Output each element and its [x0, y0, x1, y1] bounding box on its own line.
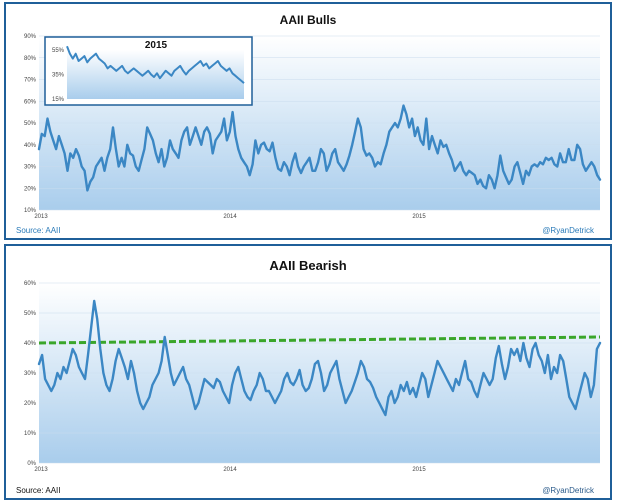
chart-title: AAII Bulls	[280, 13, 337, 27]
source-label: Source: AAII	[16, 226, 60, 235]
y-tick-label: 60%	[24, 281, 37, 287]
y-tick-label: 30%	[24, 371, 37, 377]
x-tick-label: 2015	[412, 214, 426, 220]
credit-label: @RyanDetrick	[542, 226, 595, 235]
y-tick-label: 0%	[27, 461, 36, 467]
y-tick-label: 40%	[24, 143, 37, 149]
y-tick-label: 80%	[24, 56, 37, 62]
inset-y-tick-label: 55%	[52, 48, 65, 54]
x-tick-label: 2015	[412, 467, 426, 473]
bulls-chart: 10% 20% 30% 40% 50% 60% 70% 80% 90% 2013 2014 2015 A…	[16, 13, 602, 235]
series-line	[37, 104, 602, 192]
inset-y-tick-label: 15%	[52, 97, 65, 103]
chart-title: AAII Bearish	[269, 258, 346, 273]
inset-series-line	[66, 45, 245, 84]
y-tick-label: 20%	[24, 401, 37, 407]
y-tick-label: 90%	[24, 34, 37, 40]
bears-panel: 0% 10% 20% 30% 40% 50% 60% 2013 2014 2015 AAII Bea…	[4, 244, 612, 500]
y-tick-label: 70%	[24, 78, 37, 84]
x-tick-label: 2013	[34, 467, 48, 473]
credit-label: @RyanDetrick	[542, 486, 595, 495]
x-tick-label: 2014	[223, 214, 237, 220]
y-tick-label: 30%	[24, 165, 37, 171]
x-tick-label: 2014	[223, 467, 237, 473]
inset-chart: 55% 35% 15% 2015	[44, 36, 253, 106]
y-tick-label: 60%	[24, 99, 37, 105]
y-tick-label: 10%	[24, 431, 37, 437]
source-label: Source: AAII	[16, 486, 60, 495]
y-tick-label: 50%	[24, 121, 37, 127]
y-tick-label: 10%	[24, 208, 37, 214]
x-tick-label: 2013	[34, 214, 48, 220]
y-tick-label: 40%	[24, 341, 37, 347]
series-line	[37, 299, 602, 417]
y-tick-label: 20%	[24, 186, 37, 192]
inset-title: 2015	[145, 40, 168, 51]
trend-line	[38, 335, 601, 345]
inset-y-tick-label: 35%	[52, 73, 65, 79]
bears-chart: 0% 10% 20% 30% 40% 50% 60% 2013 2014 2015 AAII Bea…	[16, 258, 602, 495]
bulls-panel: 10% 20% 30% 40% 50% 60% 70% 80% 90% 2013 2014 2015 A…	[4, 2, 612, 240]
y-tick-label: 50%	[24, 311, 37, 317]
